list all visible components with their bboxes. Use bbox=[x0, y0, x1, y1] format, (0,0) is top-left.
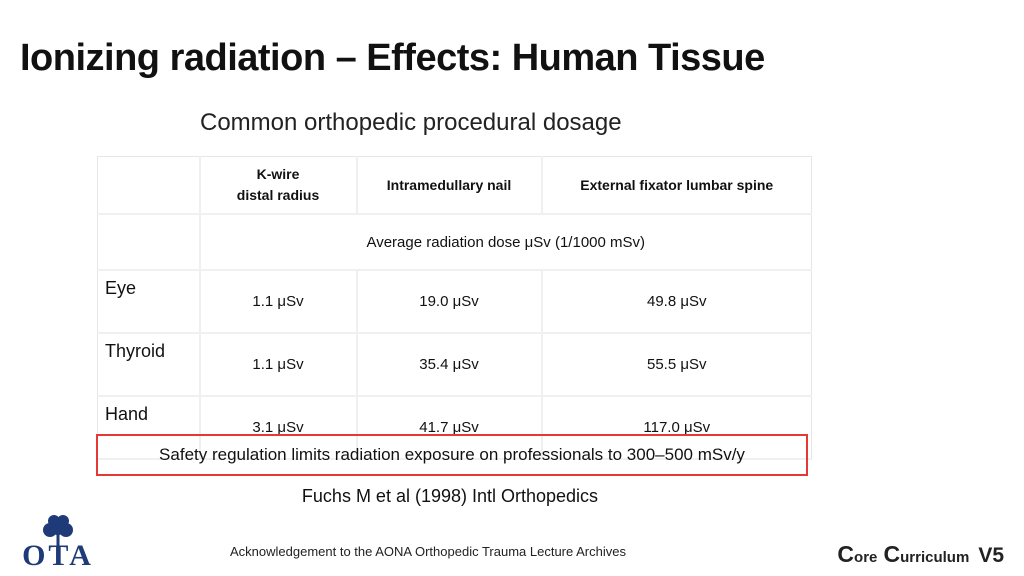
table-cell: 3.1 μSv bbox=[199, 396, 358, 460]
column-header-external-fixator: External fixator lumbar spine bbox=[541, 156, 812, 215]
column-header-kwire: K-wire distal radius bbox=[199, 156, 358, 215]
table-row: Thyroid 1.1 μSv 35.4 μSv 55.5 μSv bbox=[97, 333, 812, 397]
brand-initial: C bbox=[883, 541, 901, 567]
table-cell: 35.4 μSv bbox=[356, 333, 543, 397]
row-label: Thyroid bbox=[97, 333, 201, 397]
brand-initial: C bbox=[837, 541, 855, 567]
safety-regulation-note: Safety regulation limits radiation expos… bbox=[96, 434, 808, 476]
table-cell: 1.1 μSv bbox=[199, 270, 358, 334]
citation: Fuchs M et al (1998) Intl Orthopedics bbox=[301, 486, 599, 506]
column-header-intramedullary-nail: Intramedullary nail bbox=[356, 156, 543, 215]
acknowledgement: Acknowledgement to the AONA Orthopedic T… bbox=[230, 544, 626, 559]
ota-logo: OTA bbox=[22, 515, 94, 568]
table-cell: 117.0 μSv bbox=[541, 396, 812, 460]
table-empty-cell bbox=[97, 214, 201, 271]
column-header-line: K-wire bbox=[256, 166, 300, 182]
table-row: Eye 1.1 μSv 19.0 μSv 49.8 μSv bbox=[97, 270, 812, 334]
dosage-table: K-wire distal radius Intramedullary nail… bbox=[97, 156, 812, 460]
table-cell: 1.1 μSv bbox=[199, 333, 358, 397]
row-label: Eye bbox=[97, 270, 201, 334]
brand-word: urriculum bbox=[900, 549, 970, 566]
column-header-line: distal radius bbox=[236, 187, 320, 203]
brand-word: ore bbox=[854, 549, 878, 566]
table-row: Hand 3.1 μSv 41.7 μSv 117.0 μSv bbox=[97, 396, 812, 460]
slide-title: Ionizing radiation – Effects: Human Tiss… bbox=[20, 37, 765, 79]
brand-version: V5 bbox=[978, 544, 1004, 567]
table-caption-row: Average radiation dose μSv (1/1000 mSv) bbox=[97, 214, 812, 271]
row-label: Hand bbox=[97, 396, 201, 460]
table-cell: 19.0 μSv bbox=[356, 270, 543, 334]
table-header-row: K-wire distal radius Intramedullary nail… bbox=[97, 156, 812, 215]
tree-icon bbox=[43, 515, 73, 552]
table-cell: 49.8 μSv bbox=[541, 270, 812, 334]
logo-text: OTA bbox=[22, 539, 94, 568]
table-cell: 41.7 μSv bbox=[356, 396, 543, 460]
slide-subtitle: Common orthopedic procedural dosage bbox=[200, 109, 622, 136]
table-cell: 55.5 μSv bbox=[541, 333, 812, 397]
dose-caption: Average radiation dose μSv (1/1000 mSv) bbox=[199, 214, 812, 271]
table-corner-cell bbox=[97, 156, 201, 215]
